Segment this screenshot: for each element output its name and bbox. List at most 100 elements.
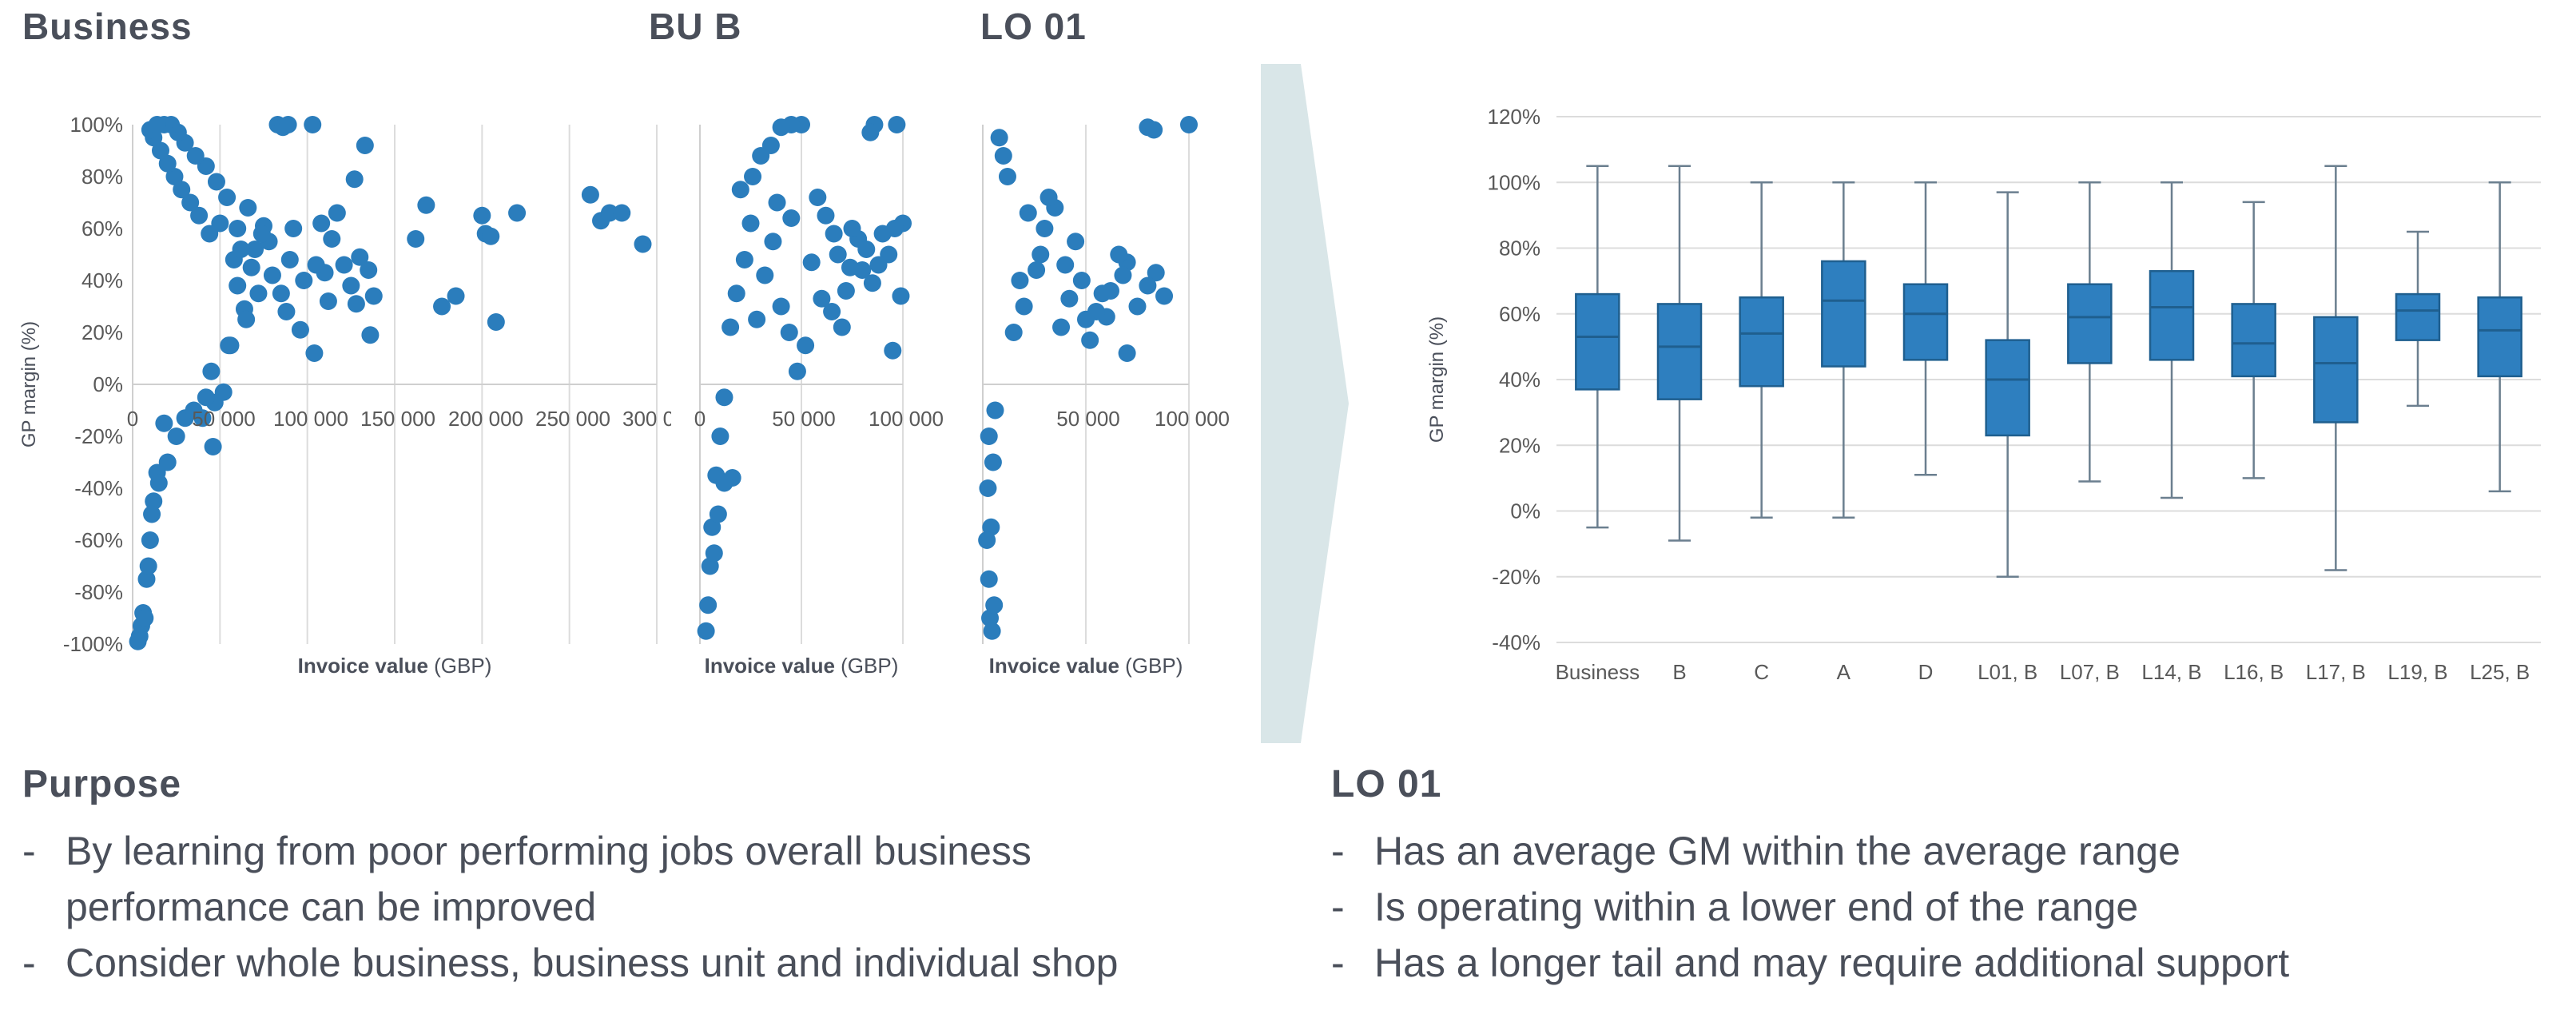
y-tick-label: -40%: [1492, 630, 1540, 654]
data-point: [1128, 297, 1147, 316]
data-point: [165, 168, 184, 185]
data-point: [351, 248, 369, 266]
x-tick-label: 0: [694, 407, 706, 431]
data-point: [307, 256, 325, 274]
y-tick-label: -20%: [1492, 565, 1540, 589]
data-point: [744, 168, 762, 185]
y-tick-label: 20%: [81, 320, 123, 344]
box-rect: [1575, 292, 1620, 391]
data-point: [980, 570, 998, 588]
data-point: [249, 284, 268, 303]
category-label: Business: [1556, 660, 1640, 684]
data-point: [699, 596, 718, 614]
data-point: [272, 284, 290, 303]
data-point: [722, 318, 740, 336]
data-point: [229, 276, 247, 295]
category-label: D: [1918, 660, 1934, 684]
box-rect: [1821, 260, 1866, 368]
data-point: [1114, 266, 1132, 284]
data-point: [149, 474, 168, 492]
data-point: [780, 324, 798, 341]
box-rect: [2477, 296, 2522, 378]
data-point: [202, 362, 221, 380]
x-tick-label: 150 000: [360, 407, 435, 431]
data-point: [711, 428, 729, 445]
category-label: L07, B: [2060, 660, 2120, 684]
data-point: [279, 116, 297, 133]
purpose-bullet: By learning from poor performing jobs ov…: [22, 823, 1221, 935]
category-label: L25, B: [2470, 660, 2530, 684]
box-rect: [1902, 283, 1949, 361]
data-point: [994, 147, 1012, 165]
data-point: [295, 272, 313, 289]
data-point: [600, 204, 618, 222]
y-tick-label: -100%: [63, 632, 123, 656]
data-point: [129, 632, 147, 650]
data-point: [204, 438, 222, 455]
category-label: L14, B: [2141, 660, 2201, 684]
x-tick-label: 100 000: [273, 407, 348, 431]
data-point: [1032, 245, 1050, 264]
x-axis-label: Invoice value (GBP): [989, 654, 1183, 678]
data-point: [143, 505, 161, 523]
purpose-list: By learning from poor performing jobs ov…: [22, 823, 1221, 991]
data-point: [284, 220, 303, 237]
data-point: [229, 220, 247, 237]
x-tick-label: 50 000: [1056, 407, 1120, 431]
data-point: [837, 282, 855, 300]
bu-b-scatter-chart: 0 50 000 100 000 Invoice value (GBP): [694, 116, 944, 678]
data-point: [197, 388, 215, 407]
data-point: [768, 193, 786, 212]
y-tick-label: -20%: [74, 424, 123, 448]
business-title: Business: [22, 6, 193, 47]
data-point: [185, 401, 203, 420]
data-point: [342, 276, 360, 295]
data-point: [715, 388, 733, 407]
data-point: [447, 287, 465, 305]
data-point: [727, 284, 745, 303]
data-point: [145, 492, 163, 511]
data-point: [356, 137, 374, 154]
data-point: [797, 336, 815, 355]
data-point: [158, 453, 177, 471]
category-label: A: [1837, 660, 1851, 684]
y-tick-label: 80%: [1499, 237, 1540, 260]
y-tick-label: 20%: [1499, 433, 1540, 457]
purpose-heading: Purpose: [22, 763, 182, 805]
data-point: [482, 227, 500, 245]
data-point: [581, 185, 599, 204]
data-point: [980, 428, 998, 445]
data-point: [407, 230, 425, 248]
box-rect: [1739, 296, 1784, 388]
data-point: [1067, 233, 1085, 251]
data-point: [136, 609, 154, 627]
data-point: [705, 544, 723, 563]
x-tick-label: 50 000: [772, 407, 836, 431]
arrow-shape: [1261, 64, 1349, 743]
data-point: [360, 261, 378, 279]
purpose-bullet: Consider whole business, business unit a…: [22, 935, 1221, 991]
category-label: L01, B: [1978, 660, 2037, 684]
data-point: [782, 209, 801, 227]
data-point: [158, 154, 177, 173]
data-point: [841, 258, 859, 276]
x-axis-label-unit: (GBP): [434, 654, 491, 678]
data-point: [731, 181, 749, 199]
lo01-notes-heading: LO 01: [1331, 763, 1442, 805]
category-label: C: [1754, 660, 1769, 684]
data-point: [237, 310, 256, 328]
y-tick-label: 100%: [70, 113, 124, 137]
box-rect: [2395, 292, 2441, 341]
data-point: [1040, 189, 1058, 206]
data-point: [239, 199, 257, 217]
bu-b-title: BU B: [649, 6, 742, 47]
box-rect: [2149, 270, 2195, 361]
data-point: [312, 214, 331, 233]
x-axis-label-unit: (GBP): [841, 654, 898, 678]
data-point: [1155, 287, 1174, 305]
lo01-note-bullet: Has a longer tail and may require additi…: [1331, 935, 2530, 991]
y-tick-label: 40%: [81, 268, 123, 292]
data-point: [1056, 256, 1075, 274]
data-point: [252, 225, 271, 243]
x-tick-label: 250 000: [535, 407, 610, 431]
